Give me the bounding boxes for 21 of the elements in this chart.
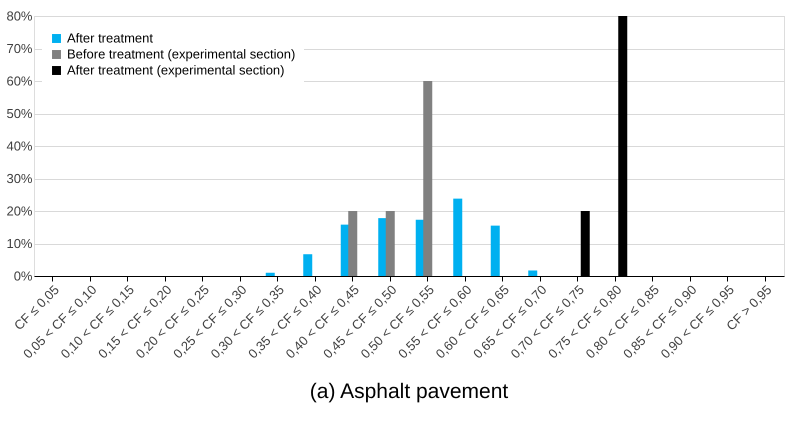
legend-label: Before treatment (experimental section): [67, 46, 296, 62]
y-tick-label: 50%: [6, 106, 33, 121]
bar: [266, 272, 275, 276]
bar: [348, 211, 358, 276]
legend-label: After treatment (experimental section): [67, 62, 284, 78]
bar: [453, 198, 462, 276]
y-tick-label: 20%: [6, 204, 33, 218]
bar: [423, 81, 432, 276]
text: (a) Asphalt pavement: [310, 380, 508, 403]
y-tick-label: 30%: [6, 171, 33, 186]
bar: [528, 270, 538, 276]
y-tick-label: 60%: [6, 74, 33, 88]
y-tick-label: 70%: [6, 41, 33, 56]
bar: [303, 254, 312, 276]
y-tick-label: 40%: [6, 138, 33, 154]
y-tick-label: 10%: [6, 236, 33, 251]
legend-label: After treatment: [67, 30, 154, 46]
y-tick-label: 80%: [6, 8, 33, 24]
bar: [490, 226, 500, 276]
y-tick-label: 0%: [14, 268, 33, 284]
bar: [386, 211, 395, 276]
